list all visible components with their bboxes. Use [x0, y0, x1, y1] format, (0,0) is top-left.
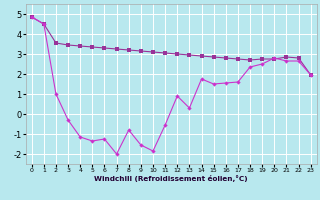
X-axis label: Windchill (Refroidissement éolien,°C): Windchill (Refroidissement éolien,°C) — [94, 175, 248, 182]
